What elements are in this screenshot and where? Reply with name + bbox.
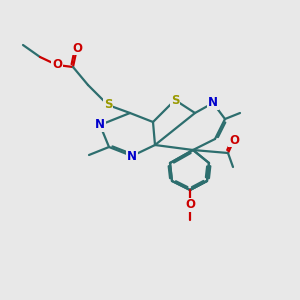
Text: N: N [208, 97, 218, 110]
Text: S: S [104, 98, 112, 112]
Text: N: N [127, 149, 137, 163]
Text: N: N [95, 118, 105, 131]
Text: O: O [229, 134, 239, 146]
Text: S: S [171, 94, 179, 106]
Text: O: O [72, 41, 82, 55]
Text: O: O [52, 58, 62, 71]
Text: O: O [185, 199, 195, 212]
